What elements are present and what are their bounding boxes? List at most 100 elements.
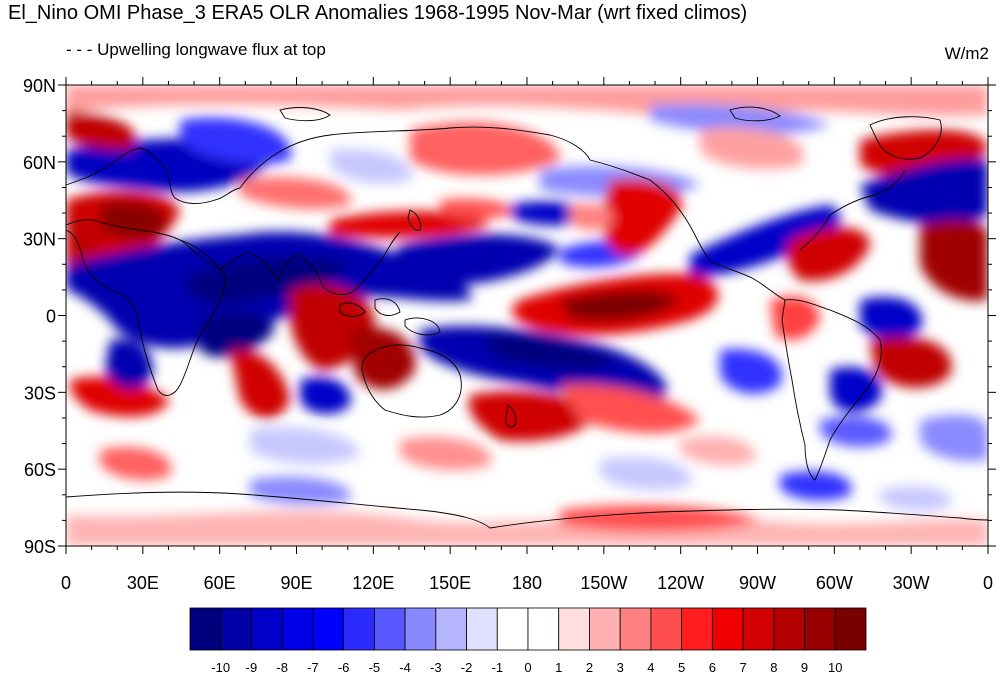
- anomaly-region: [860, 158, 988, 225]
- colorbar: [189, 607, 867, 651]
- anomaly-region: [680, 436, 756, 466]
- coastlines: [66, 106, 988, 529]
- anomaly-region: [440, 198, 512, 219]
- coastline-arctic-islands: [279, 107, 331, 122]
- anomaly-region: [690, 205, 840, 276]
- colorbar-swatch: [466, 607, 498, 651]
- anomaly-region: [300, 376, 351, 415]
- anomaly-region: [560, 290, 680, 321]
- colorbar-swatch: [527, 607, 560, 651]
- colorbar-swatch: [251, 607, 283, 651]
- colorbar-label: 5: [678, 660, 685, 675]
- x-axis-labels: 0 30E 60E 90E 120E 150E 180 150W 120W 90W 60W 30W 0: [61, 573, 993, 593]
- colorbar-label: 8: [770, 660, 777, 675]
- anomaly-region: [200, 311, 275, 358]
- colorbar-label: 2: [586, 660, 593, 675]
- coastline-north-america: [799, 169, 906, 251]
- anomaly-region: [350, 327, 416, 390]
- x-tick-label: 180: [512, 573, 542, 593]
- colorbar-swatch: [558, 607, 590, 651]
- anomaly-region: [830, 366, 882, 413]
- x-tick-label: 90E: [280, 573, 312, 593]
- x-tick-label: 120W: [657, 573, 704, 593]
- anomaly-region: [920, 414, 988, 462]
- y-axis-labels: 90N 60N 30N 0 30S 60S 90S: [23, 76, 56, 557]
- anomaly-field: [66, 85, 988, 546]
- anomaly-region: [600, 456, 692, 491]
- anomaly-region: [480, 334, 620, 370]
- anomaly-region: [860, 296, 922, 340]
- colorbar-label: 3: [617, 660, 624, 675]
- anomaly-region: [560, 504, 760, 532]
- x-tick-label: 150W: [580, 573, 627, 593]
- colorbar-label: 6: [709, 660, 716, 675]
- anomaly-region: [880, 485, 952, 512]
- coastline-africa: [66, 219, 226, 396]
- colorbar-swatch: [435, 607, 467, 651]
- anomaly-region: [180, 117, 292, 164]
- y-tick-label: 30N: [23, 230, 56, 250]
- coastline-arabia: [179, 239, 299, 281]
- colorbar-swatch: [742, 607, 775, 651]
- anomaly-region: [100, 201, 167, 240]
- colorbar-swatch: [834, 607, 867, 651]
- anomaly-region: [920, 219, 988, 301]
- colorbar-swatch: [373, 607, 406, 651]
- colorbar-swatch: [312, 607, 345, 651]
- colorbar-swatch: [681, 607, 713, 651]
- anomaly-region: [66, 219, 103, 262]
- coastline-japan: [407, 209, 421, 231]
- coastline-maritime: [374, 298, 401, 316]
- x-tick-label: 30E: [127, 573, 159, 593]
- y-tick-label: 0: [46, 307, 56, 327]
- anomaly-region: [100, 446, 172, 481]
- variable-description: - - - Upwelling longwave flux at top: [66, 40, 326, 59]
- x-tick-label: 30W: [893, 573, 930, 593]
- anomaly-region: [250, 426, 360, 465]
- colorbar-label: 0: [524, 660, 531, 675]
- colorbar-label: 10: [828, 660, 842, 675]
- y-tick-label: 30S: [24, 383, 56, 403]
- coastline-europe: [66, 147, 241, 204]
- coastline-south-america: [781, 299, 882, 481]
- colorbar-swatch: [281, 607, 314, 651]
- colorbar-label: -3: [430, 660, 442, 675]
- coastline-se-asia: [297, 231, 401, 296]
- coastline-maritime: [339, 302, 366, 317]
- colorbar-swatch: [804, 607, 836, 651]
- colorbar-swatch: [589, 607, 621, 651]
- colorbar-label: -9: [246, 660, 258, 675]
- anomaly-region: [230, 349, 290, 419]
- anomaly-region: [787, 227, 870, 281]
- colorbar-label: -4: [399, 660, 411, 675]
- anomaly-region: [510, 200, 586, 226]
- colorbar-label: 7: [739, 660, 746, 675]
- colorbar-swatch: [220, 607, 252, 651]
- x-tick-label: 90W: [739, 573, 776, 593]
- colorbar-swatch: [343, 607, 375, 651]
- anomaly-region: [870, 336, 952, 388]
- colorbar-label: -7: [307, 660, 319, 675]
- colorbar-labels: -10 -9 -8 -7 -6 -5 -4 -3 -2 -1 0 1 2 3 4 5 6 7 8 9 10: [211, 660, 842, 675]
- anomaly-region: [770, 296, 820, 340]
- colorbar-label: -1: [491, 660, 503, 675]
- anomaly-region: [330, 210, 490, 238]
- anomaly-region: [69, 376, 170, 417]
- colorbar-label: -2: [461, 660, 473, 675]
- anomaly-region: [780, 471, 852, 501]
- coastline-arctic-islands: [729, 106, 781, 122]
- y-tick-label: 90S: [24, 537, 56, 557]
- colorbar-label: 1: [555, 660, 562, 675]
- anomaly-region: [66, 110, 136, 150]
- colorbar-label: -8: [276, 660, 288, 675]
- anomaly-region: [603, 178, 682, 256]
- colorbar-label: -6: [338, 660, 350, 675]
- anomaly-region: [186, 256, 350, 305]
- axis-ticks: [58, 77, 996, 554]
- colorbar-label: 4: [647, 660, 654, 675]
- anomaly-region: [720, 349, 782, 394]
- colorbar-label: -5: [369, 660, 381, 675]
- anomaly-region: [468, 390, 600, 442]
- y-tick-label: 90N: [23, 76, 56, 96]
- coastline-asia-north: [239, 126, 591, 189]
